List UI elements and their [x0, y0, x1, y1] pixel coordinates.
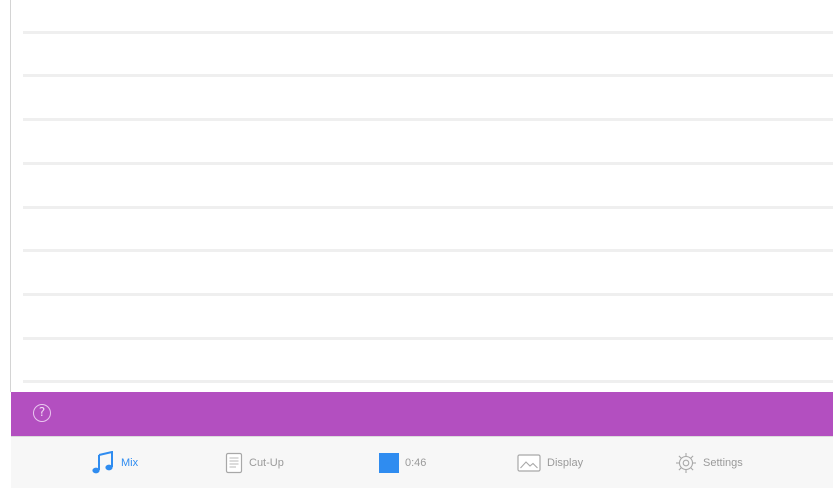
- row-separator: [23, 206, 833, 209]
- tab-cut-up-label: Cut-Up: [249, 457, 284, 469]
- row-separator: [23, 337, 833, 340]
- left-border-divider: [10, 0, 11, 392]
- tab-mix[interactable]: Mix: [91, 437, 138, 489]
- row-separator: [23, 249, 833, 252]
- row-separator: [23, 74, 833, 77]
- row-separator: [23, 118, 833, 121]
- tab-timer[interactable]: 0:46: [379, 437, 426, 489]
- image-icon: [517, 454, 541, 472]
- document-icon: [225, 452, 243, 474]
- tab-display-label: Display: [547, 457, 584, 469]
- tab-cut-up[interactable]: Cut-Up: [225, 437, 284, 489]
- row-separator: [23, 380, 833, 383]
- gear-icon: [676, 453, 696, 473]
- tab-settings[interactable]: Settings: [675, 437, 743, 489]
- tab-bar: Mix Cut-Up 0:46 Display: [11, 436, 833, 488]
- tab-settings-label: Settings: [703, 457, 743, 469]
- tab-display[interactable]: Display: [517, 437, 583, 489]
- row-separator: [23, 31, 833, 34]
- help-bar: ?: [11, 392, 833, 436]
- tab-timer-label: 0:46: [405, 457, 427, 469]
- timer-square-icon: [379, 453, 399, 473]
- help-icon[interactable]: ?: [33, 404, 51, 422]
- row-separator: [23, 162, 833, 165]
- track-list: [11, 0, 833, 392]
- music-note-icon: [92, 451, 113, 474]
- tab-mix-label: Mix: [121, 457, 139, 469]
- row-separator: [23, 293, 833, 296]
